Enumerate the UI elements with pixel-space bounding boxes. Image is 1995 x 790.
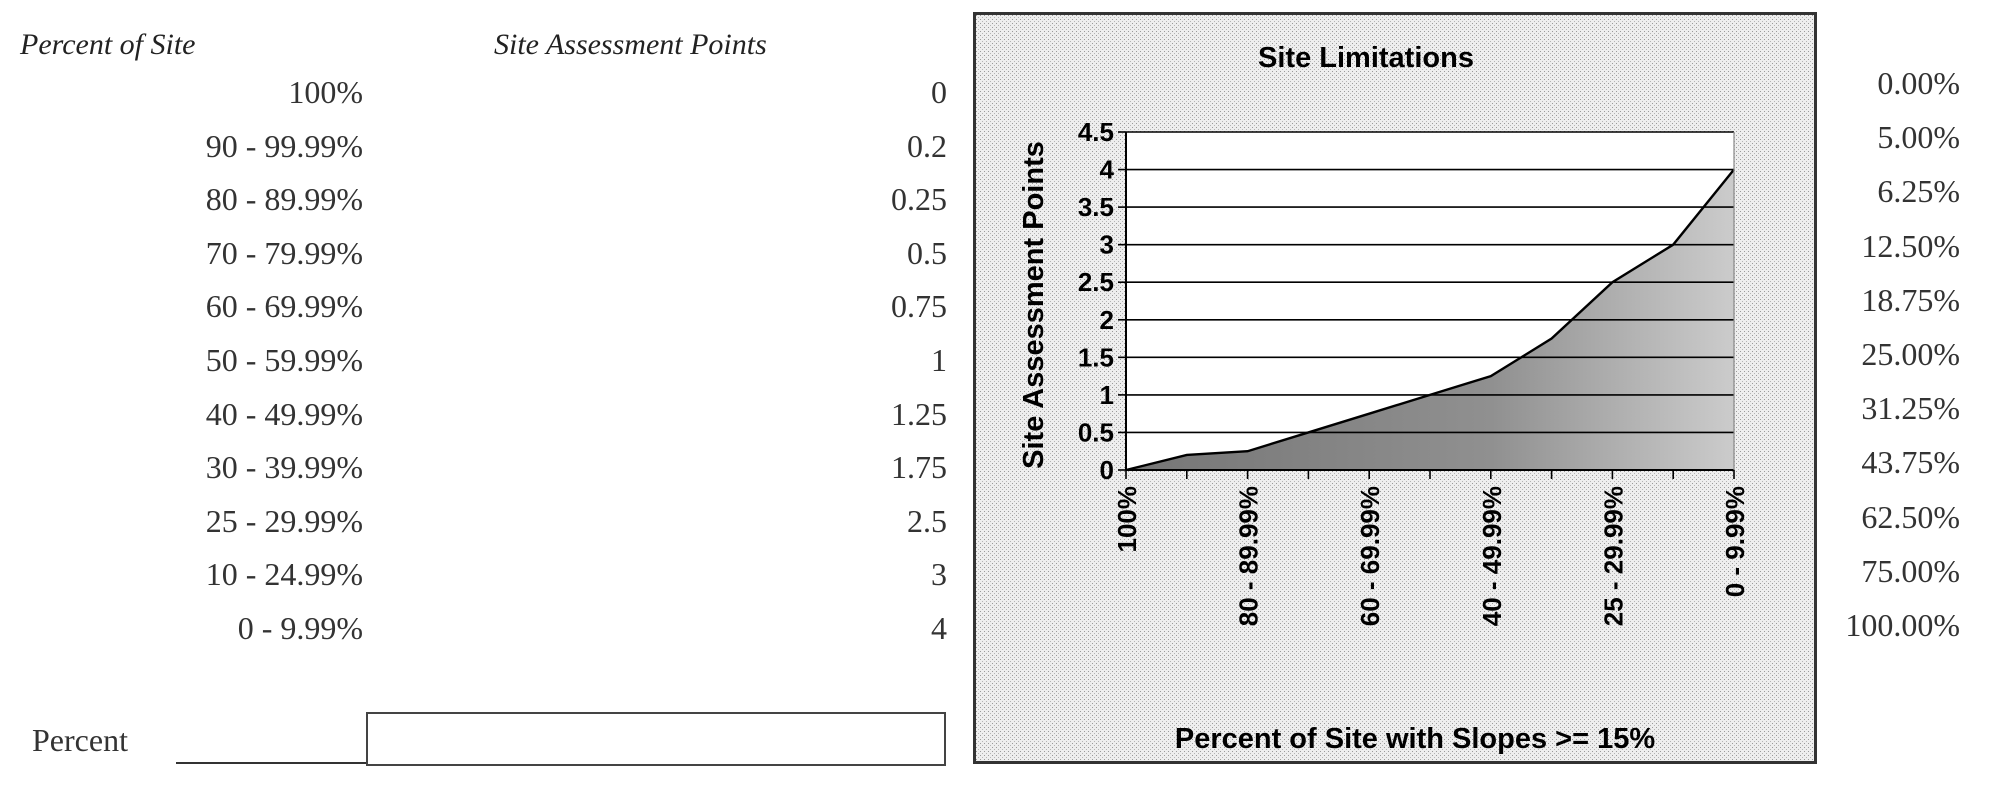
percent-range-cell: 30 - 39.99% (205, 449, 363, 486)
x-tick-label: 100% (1112, 486, 1142, 553)
side-percentage: 18.75% (1861, 281, 1960, 318)
y-tick-label: 3 (1100, 230, 1114, 260)
y-tick-label: 3.5 (1078, 192, 1114, 222)
points-cell: 4 (931, 610, 947, 646)
percent-range-cell: 60 - 69.99% (205, 288, 363, 325)
percent-range-cell: 70 - 79.99% (205, 234, 363, 271)
y-tick-label: 0.5 (1078, 417, 1114, 447)
header-site-assessment-points: Site Assessment Points (494, 28, 767, 61)
side-percentage: 43.75% (1861, 444, 1960, 481)
chart-panel: 0 0.5 1 1.5 2 2.5 3 3.5 4 4.5 100% 80 - 89.99% 60 - … (973, 12, 1817, 764)
points-cell: 0.2 (907, 127, 947, 164)
site-limitations-chart: 0 0.5 1 1.5 2 2.5 3 3.5 4 4.5 100% 80 - 89.99% 60 - … (976, 15, 1814, 761)
points-cell: 0.5 (907, 234, 947, 271)
y-tick-label: 4 (1100, 155, 1115, 185)
y-tick-label: 1.5 (1078, 342, 1114, 372)
percent-range-cell: 90 - 99.99% (205, 127, 363, 164)
side-percentage: 100.00% (1845, 607, 1960, 643)
x-tick-label: 40 - 49.99% (1477, 486, 1507, 626)
points-cell: 2.5 (907, 502, 947, 539)
percent-input-underline (176, 762, 366, 764)
x-tick-label: 60 - 69.99% (1355, 486, 1385, 626)
y-tick-label: 0 (1100, 455, 1114, 485)
points-cell: 0.75 (891, 288, 947, 325)
x-tick-label: 0 - 9.99% (1720, 486, 1750, 597)
side-percentage: 6.25% (1877, 173, 1960, 210)
percent-range-cell: 100% (288, 74, 363, 110)
side-percentage: 25.00% (1861, 336, 1960, 372)
percent-range-cell: 50 - 59.99% (205, 342, 363, 378)
side-percentage: 5.00% (1877, 119, 1960, 156)
y-tick-label: 2.5 (1078, 267, 1114, 297)
table-row: 10 - 24.99% 3 (0, 556, 960, 610)
x-tick-label: 25 - 29.99% (1598, 486, 1628, 626)
points-cell: 1.25 (891, 395, 947, 432)
table-row: 90 - 99.99% 0.2 (0, 128, 960, 182)
points-cell: 1.75 (891, 449, 947, 486)
y-tick-label: 2 (1100, 305, 1114, 335)
points-cell: 1 (931, 342, 947, 378)
table-row: 40 - 49.99% 1.25 (0, 396, 960, 450)
chart-title: Site Limitations (1258, 42, 1474, 74)
table-row: 0 - 9.99% 4 (0, 610, 960, 664)
y-tick-label: 1 (1100, 380, 1114, 410)
points-cell: 0.25 (891, 181, 947, 218)
y-tick-label: 4.5 (1078, 117, 1114, 147)
x-axis-title: Percent of Site with Slopes >= 15% (1175, 723, 1655, 755)
table-row: 100% 0 (0, 74, 960, 128)
table-row: 25 - 29.99% 2.5 (0, 503, 960, 557)
percent-range-cell: 80 - 89.99% (205, 181, 363, 218)
table-row: 50 - 59.99% 1 (0, 342, 960, 396)
table-row: 60 - 69.99% 0.75 (0, 288, 960, 342)
percent-input-label: Percent (32, 722, 128, 758)
percent-range-cell: 0 - 9.99% (237, 610, 363, 646)
side-percentage: 0.00% (1877, 65, 1960, 101)
side-percentage: 12.50% (1861, 227, 1960, 264)
side-percentage: 75.00% (1861, 552, 1960, 589)
percent-input[interactable] (366, 712, 946, 766)
side-percentage: 62.50% (1861, 498, 1960, 535)
side-percentage: 31.25% (1861, 390, 1960, 427)
table-row: 70 - 79.99% 0.5 (0, 235, 960, 289)
percent-range-cell: 10 - 24.99% (205, 556, 363, 593)
table-row: 30 - 39.99% 1.75 (0, 449, 960, 503)
percent-range-cell: 25 - 29.99% (205, 502, 363, 539)
header-percent-of-site: Percent of Site (20, 28, 196, 61)
points-cell: 0 (931, 74, 947, 110)
plot-area: 0 0.5 1 1.5 2 2.5 3 3.5 4 4.5 100% 80 - 89.99% 60 - … (1078, 117, 1750, 626)
series-line (1125, 168, 1735, 472)
x-tick-label: 80 - 89.99% (1234, 486, 1264, 626)
y-axis-title: Site Assessment Points (1018, 141, 1050, 469)
points-cell: 3 (931, 556, 947, 593)
percent-range-cell: 40 - 49.99% (205, 395, 363, 432)
table-row: 80 - 89.99% 0.25 (0, 181, 960, 235)
